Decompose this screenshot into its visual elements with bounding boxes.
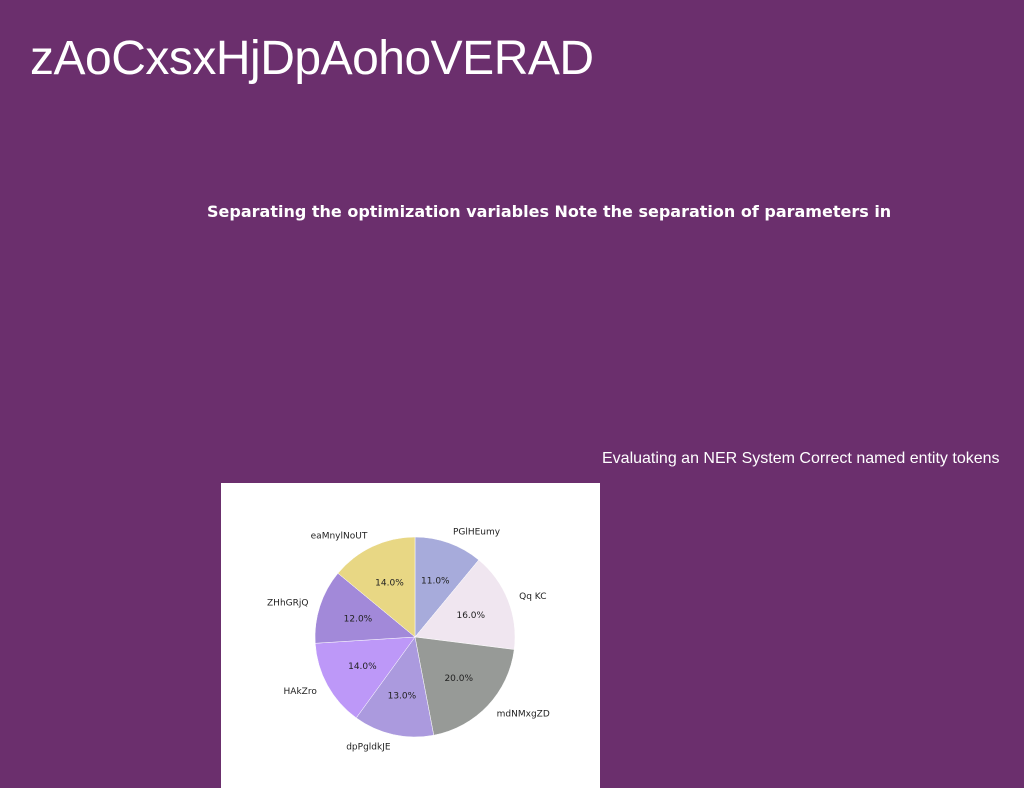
page-title: zAoCxsxHjDpAohoVERAD: [30, 32, 594, 85]
pie-slice-4: [314, 636, 416, 719]
pie-chart: 11.0% PGlHEumy 16.0% Qq KC 20.0% mdNMxgZD 13.0…: [267, 528, 550, 753]
section-subtitle: Separating the optimization variables No…: [207, 202, 892, 221]
slice-percent-label: 11.0%: [421, 577, 450, 587]
slice-category-label: HAkZro: [284, 687, 318, 697]
pie-slice-0: [414, 536, 480, 638]
slice-percent-label: 20.0%: [444, 674, 473, 684]
pie-chart-panel: 11.0% PGlHEumy 16.0% Qq KC 20.0% mdNMxgZD 13.0…: [221, 483, 600, 788]
slice-category-label: PGlHEumy: [453, 528, 501, 538]
slice-percent-label: 16.0%: [456, 611, 485, 621]
slice-category-label: mdNMxgZD: [497, 710, 550, 720]
slice-percent-label: 13.0%: [388, 692, 417, 702]
pie-slice-2: [414, 636, 515, 736]
slice-category-label: dpPgldkJE: [346, 742, 391, 752]
slice-category-label: Qq KC: [519, 592, 546, 602]
pie-slice-6: [337, 536, 416, 638]
slice-category-label: ZHhGRjQ: [267, 598, 308, 608]
pie-slice-3: [355, 636, 435, 738]
slice-percent-label: 12.0%: [344, 614, 373, 624]
chart-caption: Evaluating an NER System Correct named e…: [602, 450, 1000, 467]
pie-slice-5: [314, 572, 416, 644]
slice-percent-label: 14.0%: [348, 662, 377, 672]
slice-percent-label: 14.0%: [375, 579, 404, 589]
slice-category-label: eaMnylNoUT: [311, 532, 368, 542]
pie-slice-1: [414, 559, 516, 650]
